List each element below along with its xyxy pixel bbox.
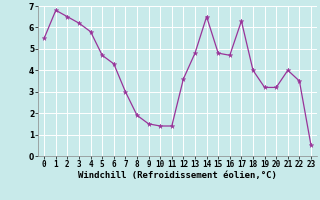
X-axis label: Windchill (Refroidissement éolien,°C): Windchill (Refroidissement éolien,°C) — [78, 171, 277, 180]
